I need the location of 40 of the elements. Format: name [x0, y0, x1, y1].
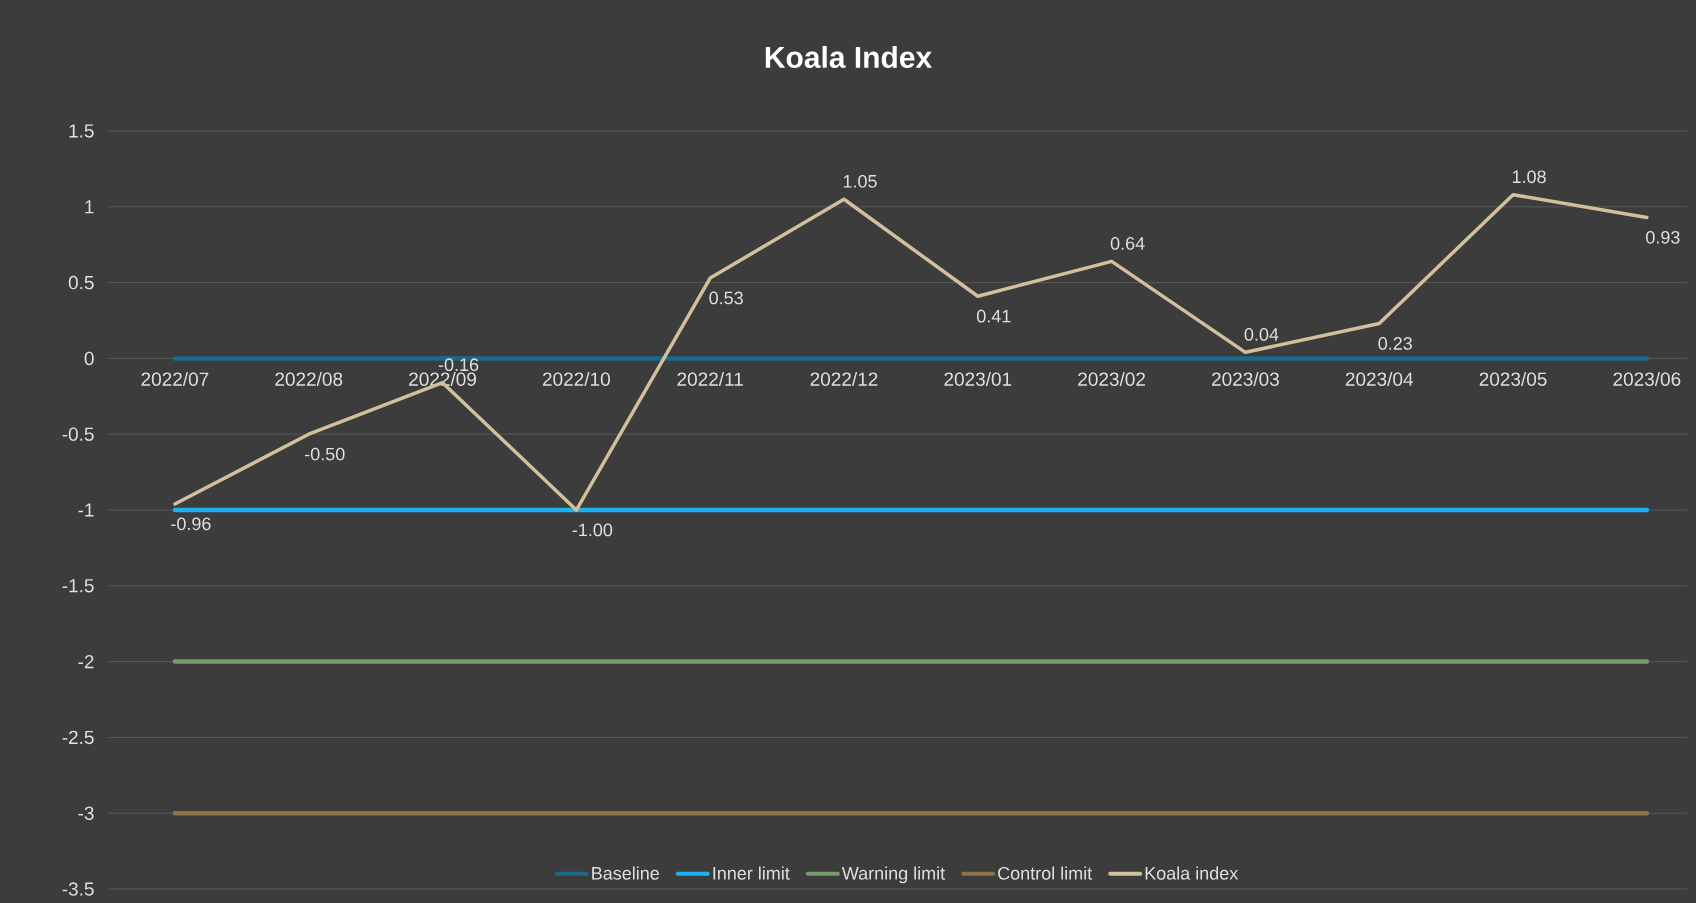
x-tick-label: 2023/03 [1212, 371, 1279, 386]
x-tick-label: 2022/08 [275, 371, 343, 386]
legend-label: Baseline [592, 866, 659, 880]
y-tick-label: 0.5 [68, 275, 94, 290]
x-tick-label: 2022/12 [810, 371, 878, 386]
y-tick-label: -1.5 [62, 579, 94, 593]
legend-label: Koala index [1145, 866, 1239, 880]
x-tick-label: 2023/01 [944, 371, 1012, 386]
y-tick-label: 1.5 [69, 124, 94, 138]
y-tick-label: -3 [78, 806, 94, 820]
x-tick-label: 2023/05 [1479, 371, 1547, 386]
y-tick-label: -2.5 [62, 730, 94, 745]
x-tick-label: 2022/11 [677, 371, 743, 386]
legend-label: Warning limit [841, 866, 946, 884]
y-tick-label: 0 [84, 351, 94, 366]
data-label: 1.05 [843, 174, 877, 188]
data-label: -0.96 [171, 517, 211, 531]
x-tick-label: 2022/10 [542, 371, 610, 386]
data-label: -0.50 [305, 447, 345, 461]
legend-label: Inner limit [713, 866, 790, 880]
data-label: 0.64 [1110, 237, 1145, 250]
y-tick-label: -0.5 [62, 427, 94, 441]
data-label: -1.00 [572, 523, 613, 537]
x-tick-label: 2023/04 [1345, 371, 1414, 386]
y-tick-label: -1 [78, 503, 94, 517]
chart-title: Koala Index [765, 45, 932, 69]
x-tick-label: 2022/07 [141, 371, 209, 386]
data-label: 0.53 [709, 291, 743, 305]
x-tick-label: 2023/02 [1078, 371, 1145, 386]
y-tick-label: 1 [85, 200, 94, 214]
data-label: 0.41 [976, 309, 1011, 323]
data-label: 0.23 [1378, 337, 1412, 350]
y-tick-label: -2 [78, 654, 94, 669]
data-label: 0.93 [1646, 230, 1680, 244]
data-label: -0.16 [438, 358, 479, 372]
legend-label: Control limit [998, 866, 1093, 880]
data-label: 1.08 [1512, 170, 1546, 184]
data-label: 0.04 [1244, 328, 1279, 341]
x-tick-label: 2023/06 [1613, 371, 1681, 386]
y-tick-label: -3.5 [62, 882, 94, 896]
